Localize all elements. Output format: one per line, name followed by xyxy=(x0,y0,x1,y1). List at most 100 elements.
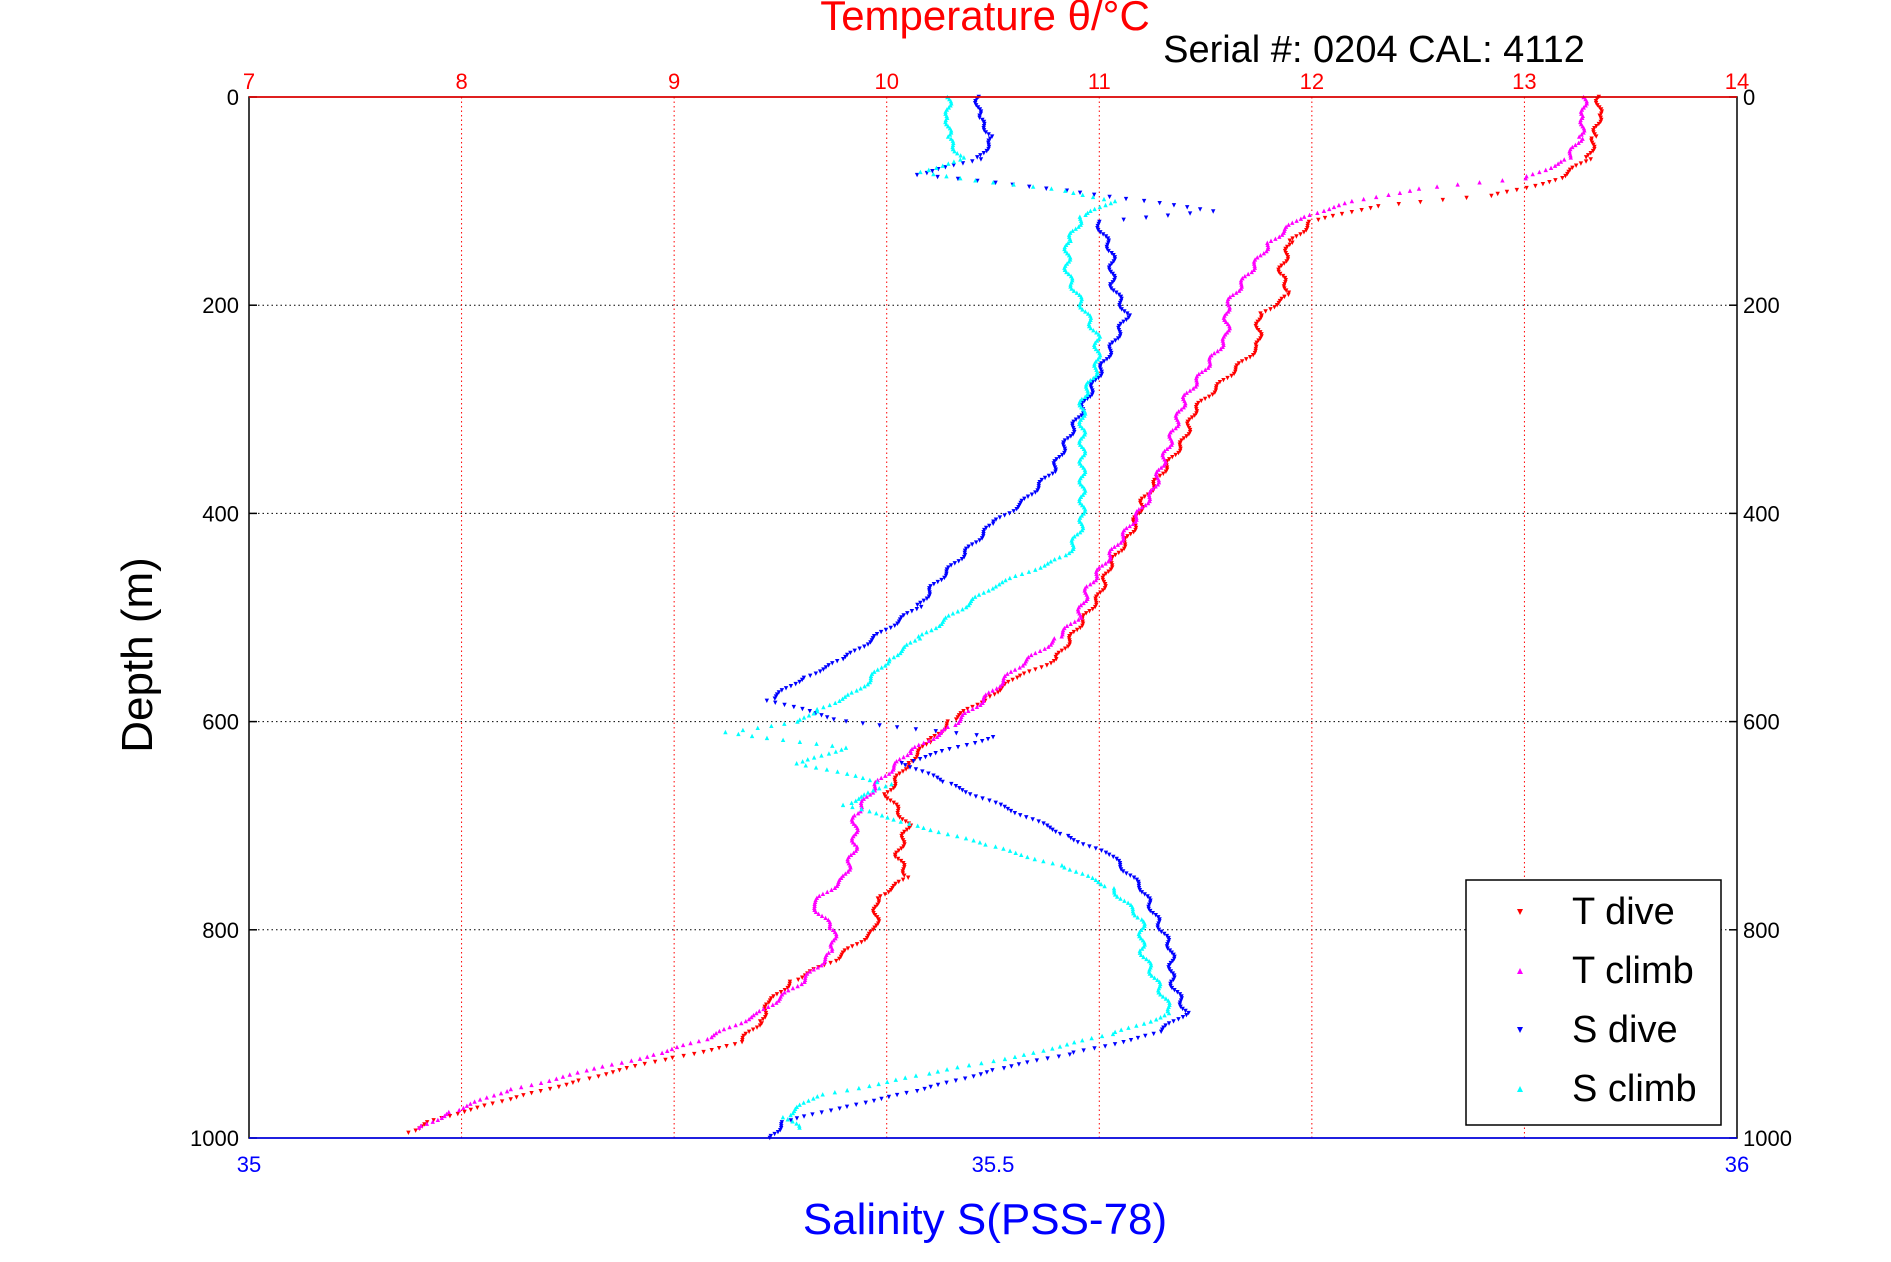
data-point xyxy=(1175,423,1180,429)
data-point xyxy=(1147,490,1152,495)
data-point xyxy=(903,763,908,768)
data-point xyxy=(851,821,857,826)
data-point xyxy=(1524,185,1529,191)
data-point xyxy=(1074,627,1080,633)
data-point xyxy=(1088,377,1093,383)
data-point xyxy=(845,856,850,862)
data-point xyxy=(799,677,805,683)
data-point xyxy=(868,673,874,678)
data-point xyxy=(1018,813,1023,818)
y-tick-label-left: 600 xyxy=(202,710,239,735)
series-t-dive xyxy=(406,94,1605,1135)
data-point xyxy=(1153,1017,1159,1022)
data-point xyxy=(1042,475,1048,481)
data-point xyxy=(705,1036,710,1042)
data-point xyxy=(1277,234,1282,239)
data-point xyxy=(1005,806,1011,812)
data-point xyxy=(931,581,937,587)
data-point xyxy=(1596,121,1602,127)
data-point xyxy=(827,919,832,924)
data-point xyxy=(1007,511,1012,516)
data-point xyxy=(812,905,817,910)
data-point xyxy=(1265,240,1270,245)
data-point xyxy=(1080,192,1085,198)
data-point xyxy=(874,811,879,816)
y-tick-label-left: 1000 xyxy=(190,1126,239,1151)
data-point xyxy=(1022,661,1027,666)
data-point xyxy=(1096,336,1102,341)
data-point xyxy=(814,741,819,746)
data-point xyxy=(1167,432,1172,437)
data-point xyxy=(1082,467,1088,472)
data-point xyxy=(993,180,998,186)
data-point xyxy=(933,751,938,756)
data-point xyxy=(518,1084,524,1090)
data-point xyxy=(576,1078,581,1083)
data-point xyxy=(847,867,853,872)
data-point xyxy=(986,690,991,695)
data-point xyxy=(624,1066,629,1071)
data-point xyxy=(1220,344,1225,350)
data-point xyxy=(973,794,979,799)
data-point xyxy=(839,875,844,880)
data-point xyxy=(1181,405,1186,410)
data-point xyxy=(960,161,966,166)
data-point xyxy=(1046,473,1052,479)
data-point xyxy=(1122,898,1127,903)
data-point xyxy=(1171,1019,1176,1024)
data-point xyxy=(849,835,855,841)
data-point xyxy=(455,1111,461,1117)
data-point xyxy=(865,642,871,647)
data-point xyxy=(554,1076,559,1081)
data-point xyxy=(1176,409,1181,414)
data-point xyxy=(951,163,956,168)
data-point xyxy=(1455,182,1460,187)
data-point xyxy=(1069,548,1074,554)
data-point xyxy=(950,142,956,148)
data-point xyxy=(806,1098,811,1103)
data-point xyxy=(935,1082,941,1088)
data-point xyxy=(769,723,774,728)
data-point xyxy=(859,806,864,812)
data-point xyxy=(954,731,959,736)
data-point xyxy=(1251,267,1257,273)
data-point xyxy=(1002,1056,1008,1062)
data-point xyxy=(1547,180,1552,185)
data-point xyxy=(832,885,838,890)
data-point xyxy=(1434,184,1440,189)
data-point xyxy=(1044,663,1050,668)
data-point xyxy=(1077,529,1083,535)
data-point xyxy=(1064,261,1070,266)
data-point xyxy=(1244,357,1249,362)
data-point xyxy=(1063,646,1068,651)
x-top-tick-label: 9 xyxy=(668,69,680,94)
data-point xyxy=(914,172,920,178)
data-point xyxy=(1078,625,1083,631)
data-point xyxy=(1160,450,1166,456)
data-point xyxy=(1126,1025,1131,1030)
data-point xyxy=(1339,211,1345,217)
data-point xyxy=(856,796,862,801)
data-point xyxy=(1033,567,1038,572)
data-point xyxy=(1230,292,1236,297)
data-point xyxy=(750,1027,756,1032)
data-point xyxy=(879,1096,884,1102)
data-point xyxy=(1081,1048,1086,1053)
data-point xyxy=(1193,384,1198,389)
data-point xyxy=(1094,338,1100,343)
data-point xyxy=(1555,161,1561,166)
data-point xyxy=(955,833,960,839)
data-point xyxy=(1500,178,1505,183)
data-point xyxy=(868,675,874,681)
data-point xyxy=(901,613,906,618)
data-point xyxy=(1115,542,1121,547)
data-point xyxy=(916,742,921,748)
data-point xyxy=(1112,892,1118,897)
data-point xyxy=(1122,546,1127,551)
data-point xyxy=(834,958,839,964)
data-point xyxy=(1060,627,1066,633)
data-point xyxy=(1199,369,1205,375)
data-point xyxy=(1112,1029,1118,1035)
data-point xyxy=(1056,650,1061,656)
data-point xyxy=(521,1093,526,1098)
